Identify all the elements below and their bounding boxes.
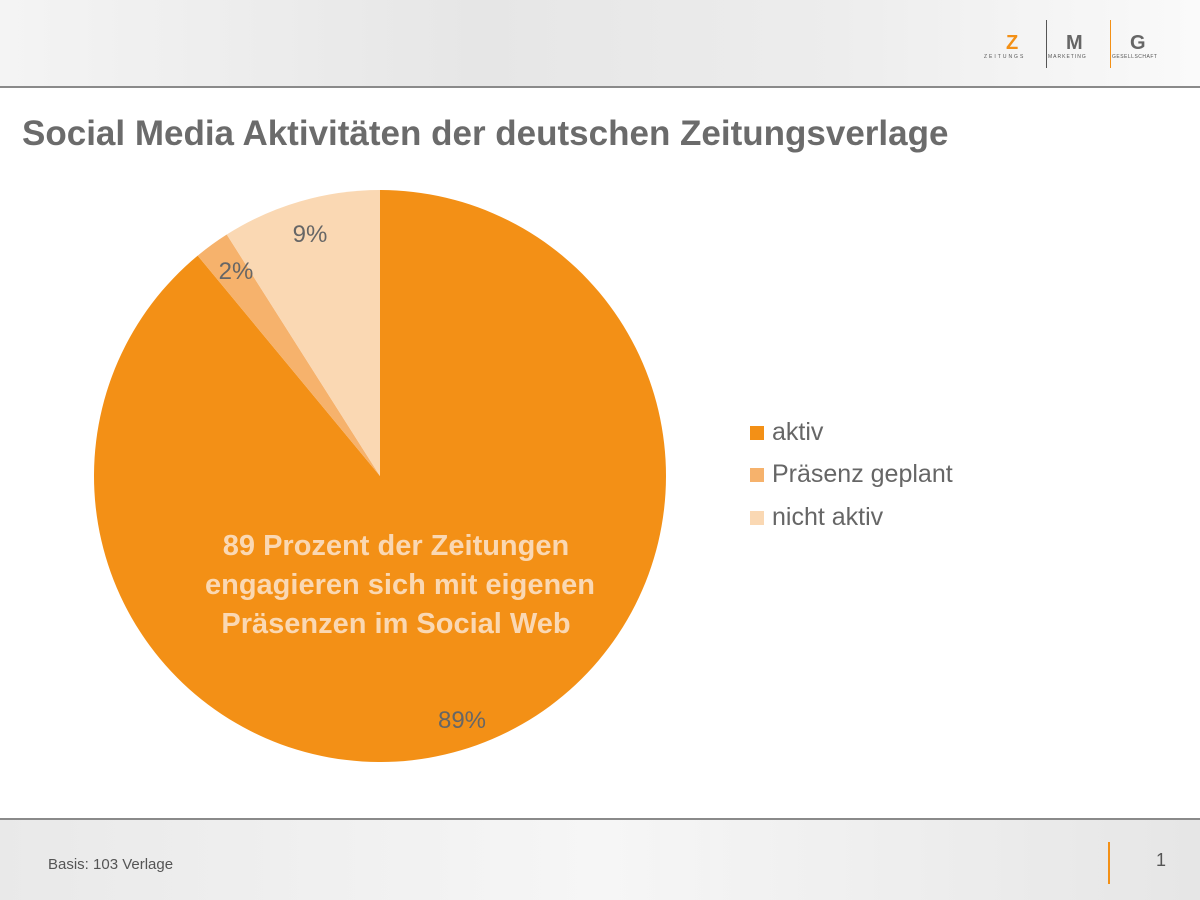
logo-divider [1110,20,1111,68]
footer-divider [0,818,1200,820]
logo-word: GESELLSCHAFT [1112,54,1158,60]
legend-item-praesenz-geplant: Präsenz geplant [750,460,953,489]
legend-item-aktiv: aktiv [750,418,823,447]
basis-note: Basis: 103 Verlage [48,856,174,873]
logo-letter: G [1130,32,1146,54]
header-band [0,0,1200,86]
logo-letter: M [1066,32,1083,54]
data-label: 2% [219,258,254,285]
legend-label: Präsenz geplant [772,460,953,488]
header-divider [0,86,1200,88]
legend-swatch [750,425,764,440]
data-label: 9% [293,221,328,248]
pie-slice-nicht-aktiv [226,190,380,476]
logo-divider [1046,20,1047,68]
zmg-logo: Z M G ZEITUNGS MARKETING GESELLSCHAFT [980,20,1180,68]
legend-item-nicht-aktiv: nicht aktiv [750,503,883,532]
legend-swatch [750,467,764,482]
pie-slice-aktiv [93,190,666,763]
legend-swatch [750,510,764,525]
page-number: 1 [1156,850,1167,870]
annotation-line: Präsenzen im Social Web [221,608,570,640]
annotation-line: engagieren sich mit eigenen [205,569,595,601]
logo-word: ZEITUNGS [984,54,1026,60]
annotation-line: 89 Prozent der Zeitungen [223,530,569,562]
logo-word: MARKETING [1048,54,1087,60]
page-marker [1108,842,1110,884]
footer-band [0,820,1200,900]
pie-slice-pr-senz-geplant [197,234,380,476]
logo-letter: Z [1006,32,1019,54]
legend-label: aktiv [772,418,824,446]
data-label: 89% [438,707,486,734]
legend-label: nicht aktiv [772,503,884,531]
page-title: Social Media Aktivitäten der deutschen Z… [22,114,949,153]
